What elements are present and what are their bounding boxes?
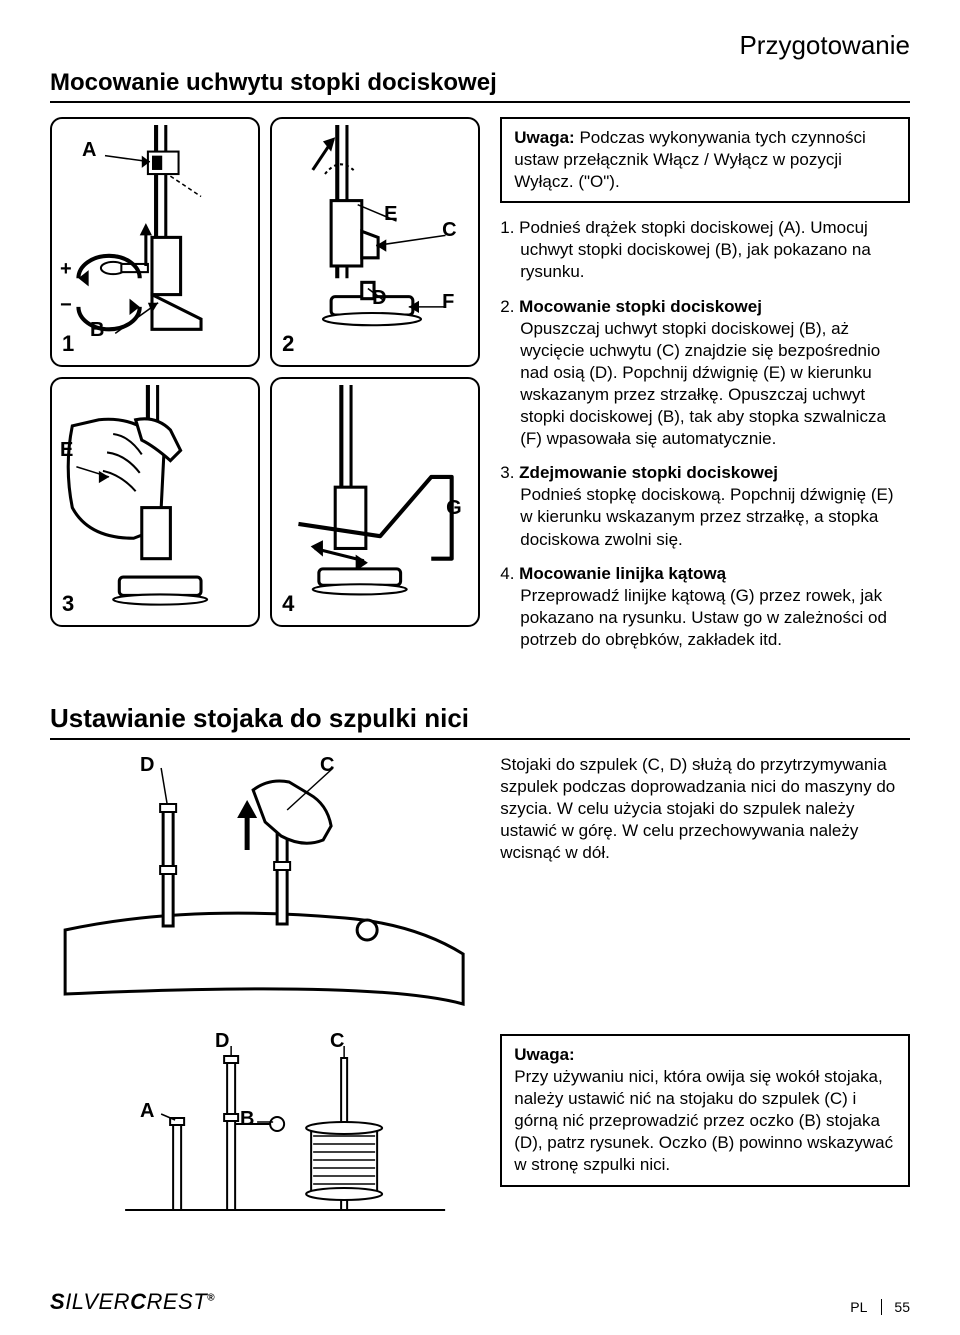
step-title: Mocowanie stopki dociskowej [519,297,762,316]
label-F: F [442,291,454,314]
figure-3-svg [58,385,252,630]
figure-number: 3 [62,591,74,617]
step-4: 4. Mocowanie linijka kątową Przeprowadź … [500,563,910,651]
section2-notice-wrap: Uwaga: Przy używaniu nici, która owija s… [500,1034,910,1187]
section1-heading: Mocowanie uchwytu stopki dociskowej [50,69,910,97]
label-C: C [442,219,456,242]
figure-1: A B + − 1 [50,117,260,367]
section2-desc: Stojaki do szpulek (C, D) służą do przyt… [500,754,910,1014]
label-C: C [320,754,334,777]
notice-box: Uwaga: Podczas wykonywania tych czynnośc… [500,117,910,203]
step-body: Podnieś drążek stopki dociskowej (A). Um… [519,218,871,281]
label-B: B [90,319,104,342]
figure-2: E C D F 2 [270,117,480,367]
figure-2-svg [278,125,472,370]
step-num: 3. [500,463,514,482]
figure-number: 1 [62,331,74,357]
chapter-title: Przygotowanie [50,30,910,61]
step-num: 4. [500,564,514,583]
figures-grid: A B + − 1 [50,117,480,627]
label-B: B [240,1108,254,1131]
page-footer: SILVERCREST® PL 55 [50,1289,910,1315]
step-2: 2. Mocowanie stopki dociskowej Opuszczaj… [500,296,910,451]
figure-spool-2-svg [50,1034,480,1224]
figure-3: E 3 [50,377,260,627]
notice-title-2: Uwaga: [514,1045,574,1064]
label-E: E [60,439,73,462]
step-title: Mocowanie linijka kątową [519,564,726,583]
steps-list: 1. Podnieś drążek stopki dociskowej (A).… [500,217,910,651]
step-num: 2. [500,297,514,316]
figure-spool-2: D C A B [50,1034,480,1224]
label-D: D [215,1030,229,1053]
label-C: C [330,1030,344,1053]
figure-spool-1: D C [50,754,480,1014]
notice-box-2: Uwaga: Przy używaniu nici, która owija s… [500,1034,910,1187]
section2-row1: D C Stojaki do szpulek (C, D) służą do p… [50,754,910,1014]
label-D: D [140,754,154,777]
rule [50,101,910,103]
figure-spool-1-svg [50,754,480,1014]
page-number-block: PL 55 [850,1299,910,1315]
lang-code: PL [850,1299,867,1315]
figure-4-svg [278,385,472,630]
step-body: Opuszczaj uchwyt stopki dociskowej (B), … [520,319,886,448]
step-1: 1. Podnieś drążek stopki dociskowej (A).… [500,217,910,283]
page-number: 55 [881,1299,910,1315]
brand-logo: SILVERCREST® [50,1289,215,1315]
section1-text: Uwaga: Podczas wykonywania tych czynnośc… [500,117,910,663]
label-A: A [82,139,96,162]
step-body: Przeprowadź linijke kątową (G) przez row… [520,586,887,649]
section2: Ustawianie stojaka do szpulki nici [50,703,910,1224]
label-A: A [140,1100,154,1123]
section2-row2: D C A B Uwaga: Przy używaniu nici, która… [50,1034,910,1224]
figure-4: G 4 [270,377,480,627]
label-D: D [372,287,386,310]
step-num: 1. [500,218,514,237]
label-minus: − [60,294,72,317]
section2-heading: Ustawianie stojaka do szpulki nici [50,703,910,734]
figures-grid-wrap: A B + − 1 [50,117,480,663]
rule [50,738,910,740]
label-E: E [384,203,397,226]
step-title: Zdejmowanie stopki dociskowej [519,463,778,482]
label-plus: + [60,258,72,281]
figure-number: 2 [282,331,294,357]
figure-number: 4 [282,591,294,617]
label-G: G [446,497,462,520]
notice-title: Uwaga: [514,128,574,147]
step-body: Podnieś stopkę dociskową. Popchnij dźwig… [520,485,893,548]
step-3: 3. Zdejmowanie stopki dociskowej Podnieś… [500,462,910,550]
notice-body-2: Przy używaniu nici, która owija się wokó… [514,1067,893,1174]
section1-columns: A B + − 1 [50,117,910,663]
